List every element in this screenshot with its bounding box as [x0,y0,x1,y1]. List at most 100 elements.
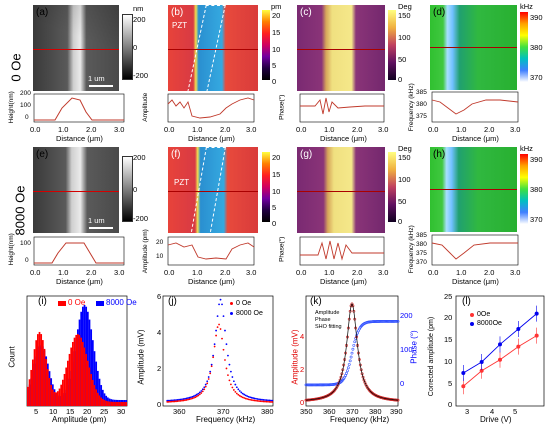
j-point-8000oe [227,354,229,357]
dist-tick: 0.0 [30,125,41,134]
k-phase-point [386,319,390,323]
k-phase-point [383,319,387,323]
distance-label: Distance (μm) [320,134,367,143]
j-point-8000oe [188,396,191,399]
panel-label-b: (b) [171,7,184,18]
amp-profile-line [167,242,255,260]
k-phase-point [322,383,325,387]
hist-bar-0oe [60,384,63,406]
height-axis-label: Height(nm) [7,233,15,266]
y-label-k: Amplitude (mV) [290,329,300,385]
height-tick: 100 [20,240,31,247]
panel-label-c: (c) [300,7,312,18]
j-point-0oe [227,374,229,377]
k-phase-point [377,320,381,323]
legend-swatch-blue [96,301,104,306]
j-point-8000oe [262,398,265,401]
j-point-0oe [185,399,188,401]
legend-k-sho: SHO fitting [315,324,342,330]
k-phase-point [393,319,397,323]
j-point-0oe [191,397,194,400]
j-point-0oe [172,400,175,403]
j-point-8000oe [198,391,201,394]
freq-profile-tick: 385 [416,232,427,239]
phase-profile-frame [299,236,385,266]
phase-tick: 50 [398,55,407,64]
dist-tick: 2.0 [220,125,231,134]
chart-k [304,295,400,407]
j-point-0oe [231,386,234,389]
hist-bar-0oe [90,374,93,406]
freq-axis-label: Frequency (kHz) [407,83,415,132]
height-profile-line [34,242,124,264]
k-phase-point [371,320,375,323]
freq-unit: kHz [520,144,533,153]
hist-bar-0oe [100,397,103,406]
freq-tick: 390 [530,13,543,22]
x-tick: 10 [49,407,58,416]
x-tick: 390 [390,407,403,416]
hist-bar-0oe [27,386,29,406]
x-tick: 5 [34,407,39,416]
legend-0oe: 0 Oe [68,298,86,307]
pzt-dashed-box [186,5,226,97]
dist-tick: 3.0 [510,125,521,134]
k-phase-point [326,383,330,387]
y2-tick: 100 [400,345,413,354]
legend-j-8000oe: 8000 Oe [236,310,263,317]
k-phase-point [387,319,391,323]
j-point-8000oe [204,383,207,386]
j-point-0oe [166,401,169,403]
j-point-8000oe [244,394,247,397]
j-point-0oe [240,395,243,398]
j-point-8000oe [230,370,232,373]
dist-tick: 1.0 [58,125,69,134]
y2-tick: 0 [400,379,405,388]
freq-tick: 370 [530,215,543,224]
amp-profile-tick: 20 [156,239,164,246]
j-point-0oe [225,367,228,370]
k-phase-point [311,383,314,387]
l-point-0Oe [516,344,521,349]
panel-label-i: (i) [38,296,47,307]
j-point-0oe [169,400,172,403]
dist-tick: 3.0 [510,268,521,277]
panel-label-e: (e) [36,149,49,160]
hist-bar-0oe [52,389,54,406]
dist-tick: 1.0 [192,268,203,277]
row-label-8000oe: 8000 Oe [12,185,28,236]
l-point-0Oe [461,384,466,389]
k-phase-point [374,320,378,323]
j-point-8000oe [197,392,200,395]
panel-label-h: (h) [433,149,446,160]
dist-tick: 0.0 [30,268,41,277]
amp-profile-frame [167,236,255,266]
x-label-k: Frequency (kHz) [330,415,390,424]
hist-bar-0oe [112,401,114,406]
dist-tick: 3.0 [114,125,125,134]
hist-bar-0oe [28,379,31,406]
colorbar-amp [262,152,270,222]
j-point-0oe [253,399,256,402]
k-phase-point [353,340,357,344]
x-tick: 5 [513,407,518,416]
hist-bar-0oe [53,391,56,406]
j-point-0oe [222,348,225,351]
legend-k-amp: Amplitude [315,310,340,316]
phase-axis-label: Phase(°) [278,236,286,262]
x-tick: 3 [465,407,470,416]
distance-label: Distance (μm) [56,134,103,143]
profile-row-2 [33,234,519,266]
j-point-8000oe [258,398,260,401]
hist-bar-8000oe [90,329,93,406]
hist-bar-0oe [65,367,68,406]
panel-label-j: (j) [168,296,177,307]
j-point-8000oe [255,397,257,400]
j-point-0oe [175,400,178,403]
j-point-0oe [259,400,262,403]
j-point-8000oe [209,370,212,373]
k-phase-point [352,343,356,347]
hist-bar-0oe [67,360,69,406]
dist-tick: 1.0 [324,125,335,134]
j-point-0oe [267,400,269,403]
